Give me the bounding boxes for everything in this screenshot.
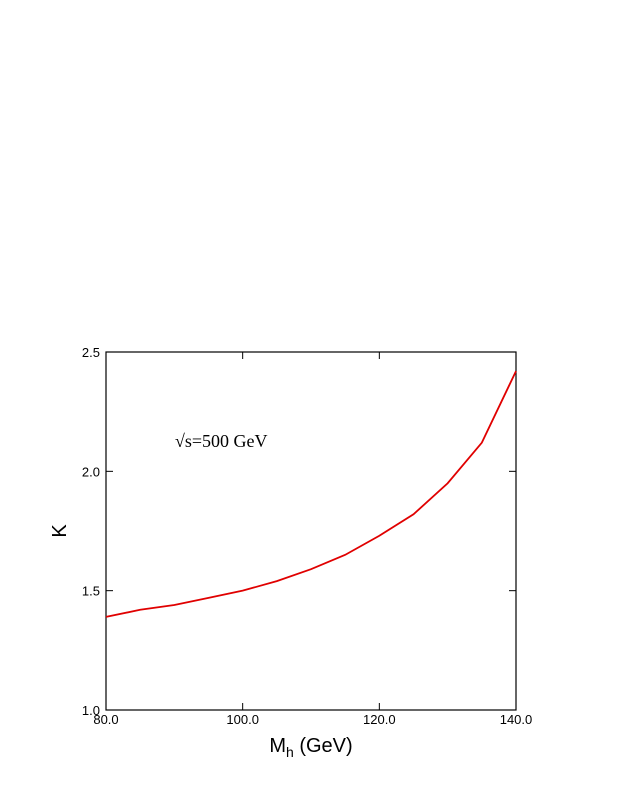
x-axis-label: Mh (GeV) bbox=[269, 735, 352, 760]
y-tick-label: 2.5 bbox=[82, 345, 100, 360]
x-label-rest: (GeV) bbox=[294, 735, 353, 757]
x-tick-label: 100.0 bbox=[226, 712, 259, 727]
y-tick-label: 2.0 bbox=[82, 464, 100, 479]
x-label-main: M bbox=[269, 735, 286, 757]
x-tick-label: 120.0 bbox=[363, 712, 396, 727]
line-series bbox=[105, 370, 517, 618]
y-tick-label: 1.5 bbox=[82, 584, 100, 599]
annotation: √s=500 GeV bbox=[175, 431, 268, 451]
y-tick-label: 1.0 bbox=[82, 703, 100, 718]
y-axis-label: K bbox=[49, 524, 71, 538]
plot-frame bbox=[105, 351, 517, 711]
x-label-sub: h bbox=[286, 744, 294, 760]
x-tick-label: 80.0 bbox=[93, 712, 118, 727]
x-tick-label: 140.0 bbox=[500, 712, 533, 727]
